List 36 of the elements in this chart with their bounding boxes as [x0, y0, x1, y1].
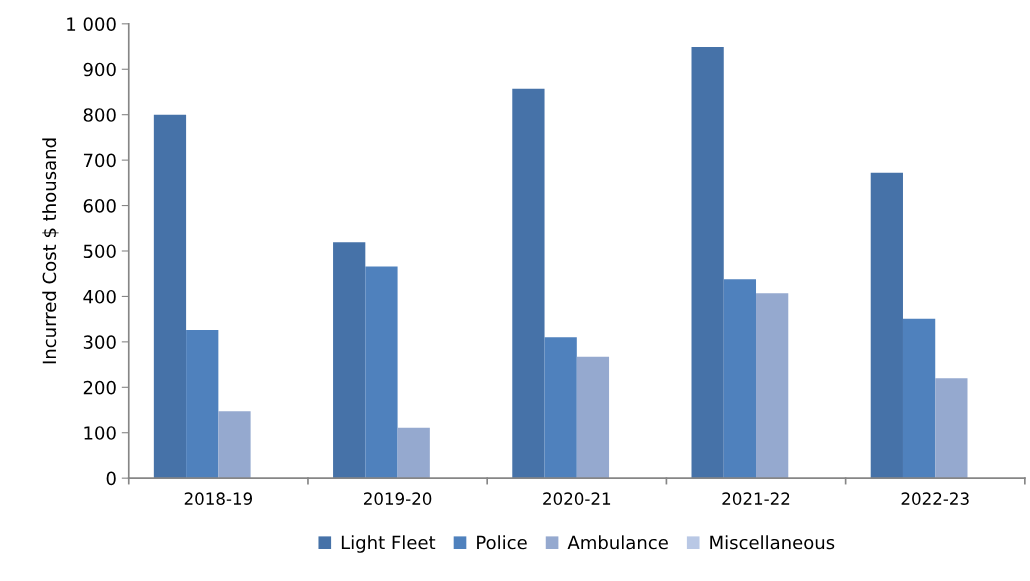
y-axis-title: Incurred Cost $ thousand [42, 138, 59, 364]
legend-label: Light Fleet [341, 535, 436, 553]
bar [756, 293, 789, 479]
bar [576, 356, 610, 479]
y-tick-label: 200 [83, 380, 116, 395]
bar [935, 378, 968, 479]
y-tick-label: 800 [83, 108, 116, 122]
y-tick-label: 600 [83, 199, 116, 213]
bar [723, 279, 757, 479]
bar [691, 46, 724, 479]
bar [512, 88, 545, 479]
legend-label: Miscellaneous [710, 535, 835, 550]
y-tick-label: 1 000 [67, 17, 116, 31]
bar [153, 114, 187, 479]
bar [333, 242, 366, 479]
x-tick-label: 2022-23 [901, 492, 969, 505]
bar [544, 337, 577, 479]
y-tick-label: 900 [83, 62, 116, 77]
y-tick-label: 400 [83, 289, 116, 304]
y-tick-label: 300 [83, 335, 116, 349]
bar [902, 318, 936, 479]
x-tick-label: 2021-22 [722, 492, 790, 505]
bar [870, 172, 903, 479]
x-tick-label: 2020-21 [543, 492, 611, 505]
x-tick-label: 2019-20 [363, 492, 432, 505]
y-tick-label: 700 [83, 153, 116, 168]
y-tick-label: 100 [84, 426, 116, 440]
bar [186, 330, 219, 479]
y-tick-label: 500 [83, 244, 116, 259]
bar [218, 411, 251, 479]
bar [397, 427, 430, 479]
legend-label: Police [477, 535, 527, 550]
legend-label: Ambulance [567, 535, 668, 550]
x-tick-label: 2018-19 [184, 492, 253, 505]
y-tick-label: 0 [106, 471, 116, 486]
bar [365, 266, 398, 479]
